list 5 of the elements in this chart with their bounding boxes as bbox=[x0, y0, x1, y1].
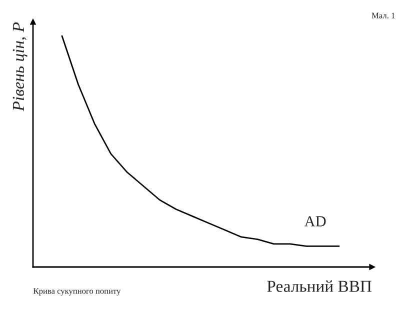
text: Крива сукупного попиту bbox=[34, 288, 121, 296]
text: Мал. 1 bbox=[372, 12, 395, 18]
y-axis-title: Рівень цін, P bbox=[12, 22, 28, 112]
series-label: AD bbox=[304, 216, 326, 226]
x-axis-title: Реальний ВВП bbox=[267, 280, 372, 292]
